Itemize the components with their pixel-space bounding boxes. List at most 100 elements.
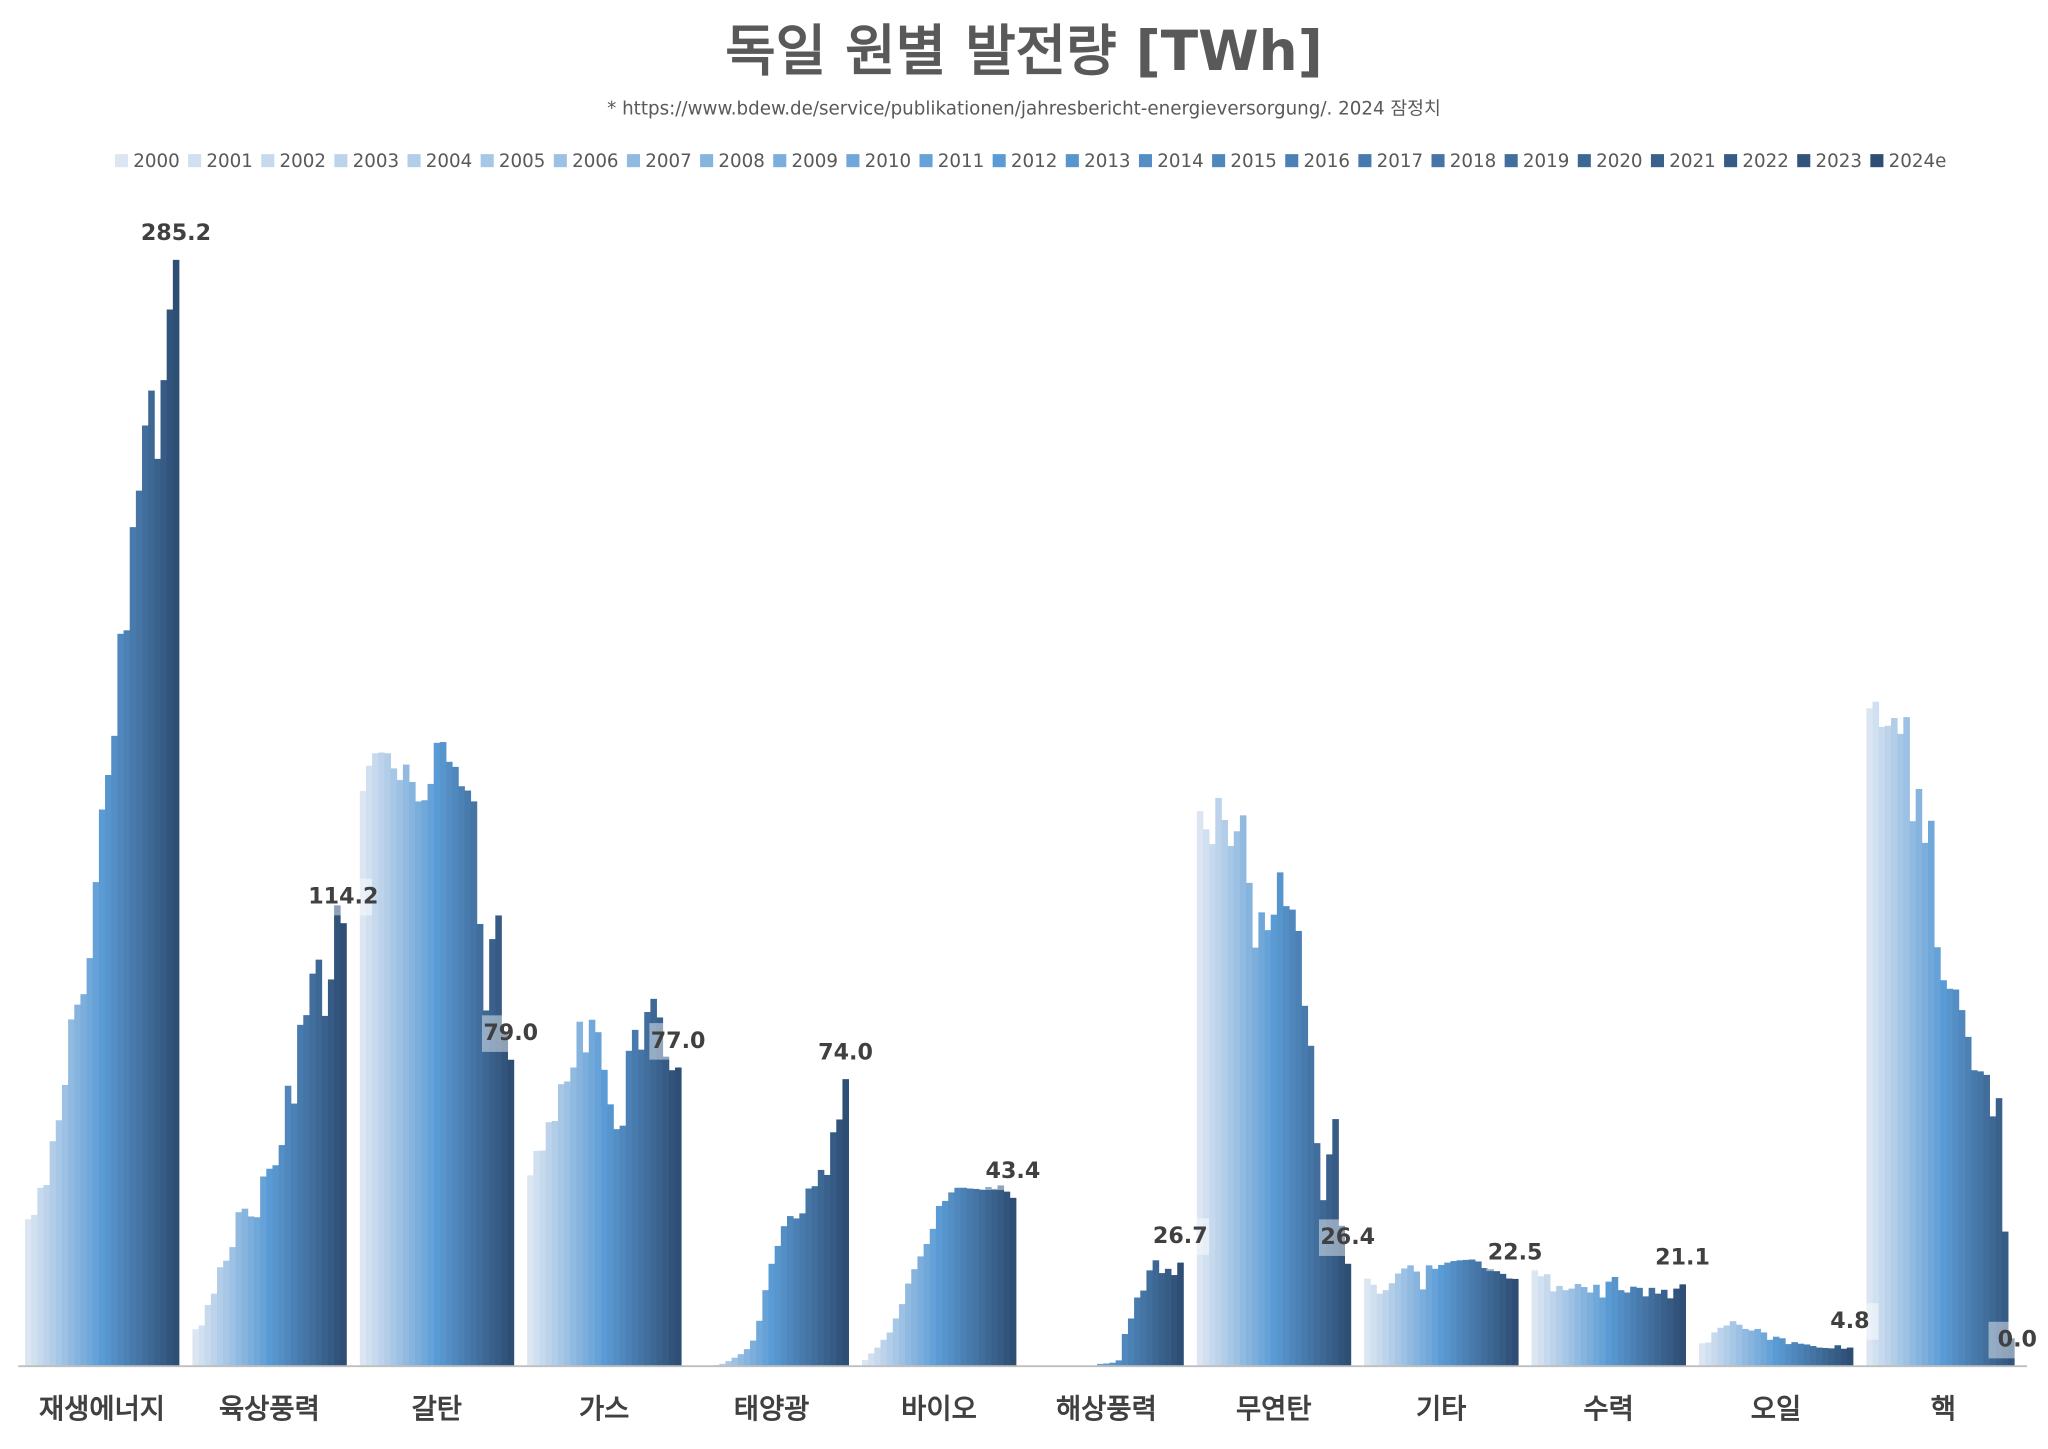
bar [1394, 1273, 1402, 1367]
bar [613, 1129, 620, 1367]
legend-swatch [1065, 154, 1079, 168]
bar [731, 1357, 739, 1367]
bar [1915, 788, 1923, 1367]
bar [1903, 717, 1910, 1367]
bar [551, 1121, 559, 1367]
bar [1003, 1191, 1011, 1367]
bar [1401, 1268, 1408, 1367]
bar [1964, 1036, 1972, 1367]
data-label-box [1988, 1321, 2047, 1359]
bar [1499, 1273, 1507, 1367]
bar [1264, 930, 1272, 1367]
data-label: 26.4 [1320, 1224, 1375, 1250]
bar [1493, 1271, 1501, 1367]
legend-label: 2017 [1377, 151, 1424, 172]
bar [1209, 844, 1216, 1367]
data-label: 21.1 [1655, 1245, 1710, 1271]
bar [743, 1349, 751, 1367]
bar [1146, 1270, 1153, 1367]
bar [1158, 1273, 1166, 1367]
bar [1450, 1261, 1457, 1367]
bar [1729, 1321, 1737, 1367]
bar [1648, 1287, 1656, 1367]
bar [1711, 1332, 1718, 1367]
bar [1748, 1330, 1755, 1367]
bar [545, 1122, 553, 1367]
bar [117, 633, 124, 1367]
bar [1326, 1154, 1333, 1367]
legend-label: 2015 [1230, 151, 1277, 172]
bar [750, 1340, 757, 1367]
data-label: 26.7 [1153, 1223, 1208, 1249]
x-tick-label: 재생에너지 [39, 1394, 165, 1425]
legend-swatch [407, 154, 421, 168]
bar [1543, 1274, 1551, 1367]
bar [1505, 1278, 1513, 1367]
legend-swatch [114, 154, 129, 168]
bar [384, 753, 391, 1367]
bar [886, 1332, 894, 1367]
bar [1828, 1348, 1835, 1367]
legend-label: 2007 [645, 151, 691, 172]
bar [861, 1359, 869, 1367]
bar [204, 1304, 212, 1367]
bar [1233, 831, 1241, 1367]
bar [1295, 930, 1302, 1367]
bar [476, 923, 484, 1367]
bar [321, 1015, 329, 1367]
bar [1134, 1297, 1141, 1367]
x-tick-label: 갈탄 [412, 1394, 462, 1425]
bar [452, 766, 459, 1367]
bar [1723, 1325, 1731, 1367]
legend-swatch [1650, 154, 1664, 168]
bar [1623, 1292, 1631, 1367]
bar [1934, 947, 1941, 1367]
bar [1431, 1268, 1439, 1367]
bar [823, 1174, 831, 1367]
bar [1921, 842, 1929, 1367]
bar [278, 1145, 286, 1367]
bar [409, 781, 416, 1367]
legend-label: 2014 [1157, 151, 1204, 172]
bar [1742, 1328, 1749, 1367]
legend-label: 2002 [280, 151, 327, 172]
bar [172, 259, 180, 1367]
bar [148, 390, 155, 1367]
legend-label: 2024e [1889, 151, 1947, 172]
bar [1171, 1275, 1178, 1367]
bar [1177, 1262, 1184, 1367]
legend-swatch [1285, 154, 1299, 168]
data-label-box [481, 1015, 540, 1052]
bar [892, 1318, 900, 1367]
data-label: 0.0 [1998, 1327, 2037, 1353]
bar [1946, 988, 1954, 1367]
x-tick-label: 오일 [1751, 1394, 1801, 1425]
bar [607, 1104, 614, 1367]
legend-swatch [1212, 154, 1226, 168]
bar [1196, 811, 1204, 1367]
bar [1760, 1332, 1768, 1367]
bar [1766, 1339, 1774, 1367]
legend-swatch [334, 154, 348, 168]
legend-swatch [1138, 154, 1152, 168]
bar [1556, 1285, 1563, 1367]
legend-label: 2018 [1450, 151, 1496, 172]
bar [539, 1150, 547, 1367]
bar [297, 1024, 304, 1367]
bar [675, 1067, 682, 1367]
bar [111, 735, 118, 1367]
bar [1097, 1363, 1104, 1367]
bar [1611, 1276, 1619, 1367]
bar [619, 1125, 627, 1367]
bar [1009, 1197, 1017, 1367]
bar [991, 1188, 998, 1367]
data-label: 79.0 [483, 1020, 538, 1046]
legend-swatch [261, 154, 275, 168]
legend-label: 2006 [572, 151, 619, 172]
bar [433, 742, 441, 1367]
bar [1803, 1344, 1811, 1367]
bar [166, 309, 174, 1367]
legend-label: 2020 [1596, 151, 1642, 172]
data-label: 4.8 [1830, 1308, 1869, 1334]
bar [1481, 1268, 1488, 1367]
